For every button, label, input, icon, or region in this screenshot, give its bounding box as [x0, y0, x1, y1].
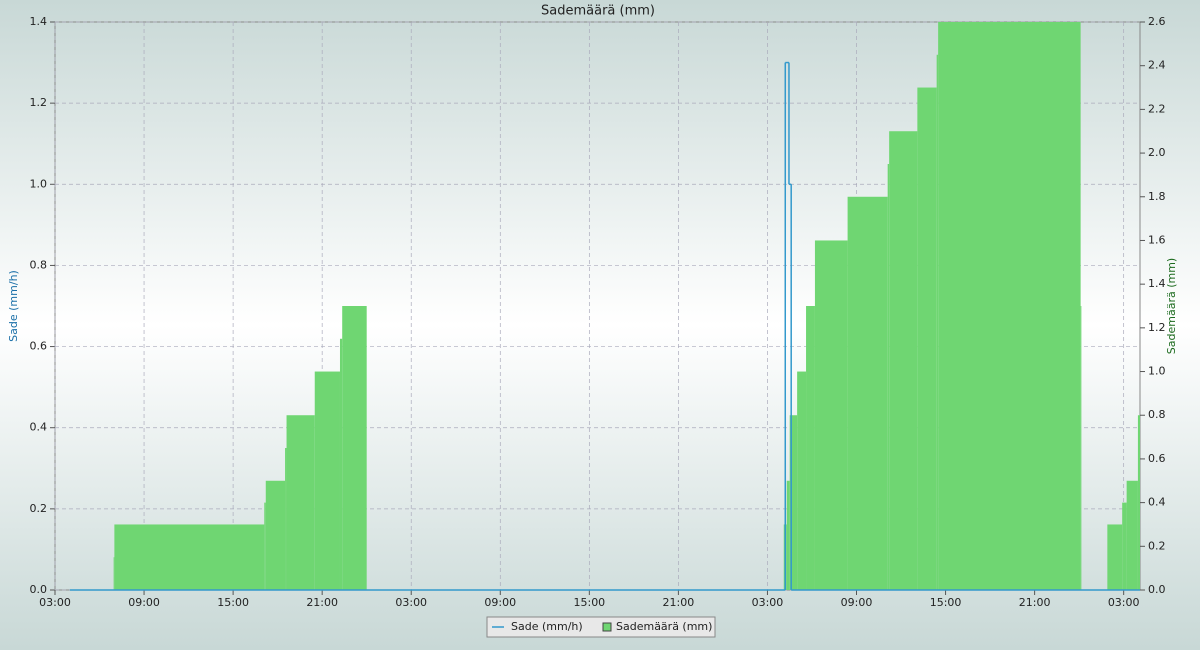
area-step	[113, 557, 115, 590]
area-step	[1137, 415, 1140, 590]
area-step	[786, 480, 790, 590]
y-axis-label: Sade (mm/h)	[7, 270, 20, 342]
x-tick-label: 09:00	[484, 596, 516, 609]
area-step	[814, 240, 848, 590]
y2-tick-label: 1.2	[1148, 321, 1166, 334]
area-step	[806, 306, 815, 590]
area-step	[847, 196, 888, 590]
y-tick-label: 0.4	[30, 421, 48, 434]
legend-label: Sademäärä (mm)	[616, 620, 712, 633]
y2-tick-label: 2.6	[1148, 15, 1166, 28]
x-tick-label: 15:00	[217, 596, 249, 609]
area-step	[265, 480, 286, 590]
area-step	[797, 371, 807, 590]
area-step	[938, 22, 1081, 590]
area-step	[917, 87, 937, 591]
area-step	[1122, 502, 1127, 590]
area-step	[342, 306, 367, 590]
y2-tick-label: 0.2	[1148, 539, 1166, 552]
y2-tick-label: 0.4	[1148, 496, 1166, 509]
x-tick-label: 03:00	[395, 596, 427, 609]
area-step	[314, 371, 340, 590]
area-step	[936, 54, 939, 591]
y2-tick-label: 1.6	[1148, 233, 1166, 246]
y2-tick-label: 0.0	[1148, 583, 1166, 596]
y-tick-label: 0.2	[30, 502, 48, 515]
x-tick-label: 21:00	[663, 596, 695, 609]
area-step	[889, 131, 918, 590]
area-step	[339, 338, 343, 590]
y-tick-label: 1.4	[30, 15, 48, 28]
y2-tick-label: 2.0	[1148, 146, 1166, 159]
area-step	[114, 524, 265, 590]
y-tick-label: 1.0	[30, 177, 48, 190]
legend-swatch	[602, 622, 612, 632]
y-tick-label: 0.8	[30, 258, 48, 271]
x-tick-label: 03:00	[1108, 596, 1140, 609]
y2-tick-label: 0.8	[1148, 408, 1166, 421]
x-tick-label: 21:00	[1019, 596, 1051, 609]
x-tick-label: 09:00	[841, 596, 873, 609]
area-step	[1107, 524, 1123, 590]
y2-axis-label: Sademäärä (mm)	[1165, 258, 1178, 354]
area-step	[264, 502, 266, 590]
y2-tick-label: 1.0	[1148, 365, 1166, 378]
x-tick-label: 03:00	[39, 596, 71, 609]
area-step	[1126, 480, 1138, 590]
x-tick-label: 21:00	[306, 596, 338, 609]
y2-tick-label: 2.2	[1148, 102, 1166, 115]
y2-tick-label: 1.8	[1148, 190, 1166, 203]
y-tick-label: 0.0	[30, 583, 48, 596]
y2-tick-label: 1.4	[1148, 277, 1166, 290]
area-step	[789, 415, 798, 590]
legend-label: Sade (mm/h)	[511, 620, 583, 633]
legend	[486, 616, 716, 638]
x-tick-label: 15:00	[930, 596, 962, 609]
chart-title: Sademäärä (mm)	[541, 4, 655, 19]
y2-tick-label: 0.6	[1148, 452, 1166, 465]
x-tick-label: 15:00	[573, 596, 605, 609]
y2-tick-label: 2.4	[1148, 59, 1166, 72]
area-step	[1080, 306, 1082, 590]
x-tick-label: 09:00	[128, 596, 160, 609]
y-tick-label: 0.6	[30, 340, 48, 353]
area-step	[285, 448, 287, 590]
y-tick-label: 1.2	[30, 96, 48, 109]
area-step	[887, 164, 890, 590]
x-tick-label: 03:00	[752, 596, 784, 609]
area-step	[286, 415, 315, 590]
